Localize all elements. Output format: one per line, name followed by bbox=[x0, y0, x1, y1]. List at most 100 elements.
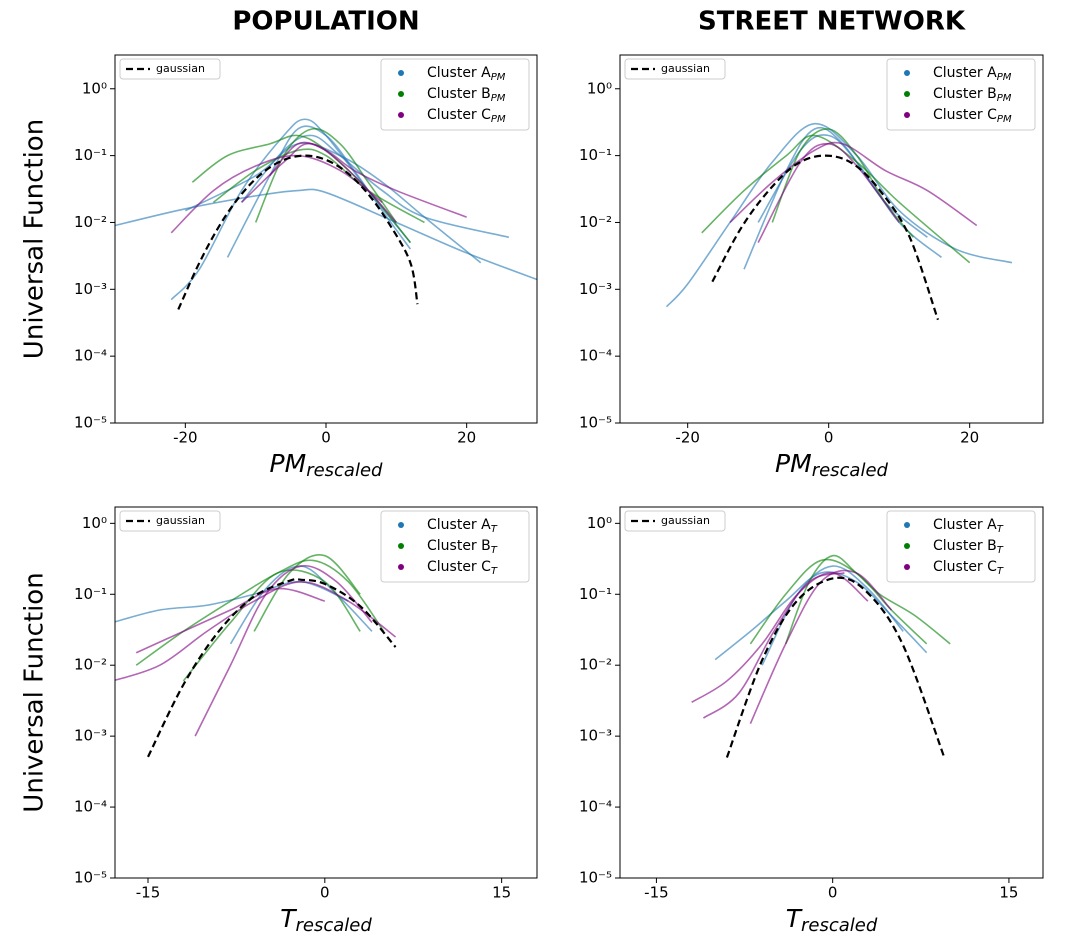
plot-area bbox=[691, 554, 951, 758]
legend-name: Cluster B bbox=[427, 538, 491, 554]
legend-label: Cluster CT bbox=[933, 559, 1004, 577]
curve bbox=[729, 141, 978, 227]
curve bbox=[757, 134, 942, 259]
axes-frame bbox=[619, 54, 1044, 424]
plot-area bbox=[665, 122, 1013, 321]
column-title: POPULATION bbox=[232, 7, 419, 37]
legend-marker bbox=[398, 522, 404, 528]
x-tick-label: 0 bbox=[828, 884, 838, 902]
y-tick-label: 10⁻³ bbox=[579, 280, 612, 298]
legend-name-sub: PM bbox=[491, 72, 506, 83]
x-axis-label-main: T bbox=[786, 904, 803, 933]
x-tick-label: -20 bbox=[675, 429, 700, 447]
legend-label: gaussian bbox=[156, 514, 205, 527]
legend-label: gaussian bbox=[661, 62, 710, 75]
legend-box bbox=[624, 58, 726, 80]
x-axis-label-main: PM bbox=[270, 449, 307, 478]
legend-label: Cluster CT bbox=[427, 559, 498, 577]
legend-marker bbox=[904, 564, 910, 570]
y-tick-label: 10⁻⁵ bbox=[579, 414, 612, 432]
x-tick-label: 15 bbox=[999, 884, 1018, 902]
legend-label: Cluster APM bbox=[427, 65, 506, 83]
axes-frame bbox=[114, 54, 538, 424]
legend-name-sub: T bbox=[491, 545, 498, 556]
x-tick-label: -15 bbox=[644, 884, 669, 902]
legend-name-sub: T bbox=[491, 566, 498, 577]
legend-name-sub: PM bbox=[997, 72, 1012, 83]
curve bbox=[191, 134, 412, 244]
legend-marker bbox=[398, 564, 404, 570]
curve bbox=[194, 564, 373, 737]
legend-marker bbox=[904, 543, 910, 549]
gaussian-curve bbox=[725, 576, 946, 758]
curve bbox=[115, 580, 397, 682]
axes-frame bbox=[114, 506, 538, 879]
legend-name: Cluster C bbox=[933, 107, 997, 123]
axes-frame bbox=[619, 506, 1044, 879]
x-axis-label-main: T bbox=[280, 904, 297, 933]
legend-marker bbox=[904, 522, 910, 528]
legend-name-sub: T bbox=[491, 524, 498, 535]
x-tick-label: 0 bbox=[320, 884, 330, 902]
legend-label: Cluster CPM bbox=[427, 107, 506, 125]
legend-name: Cluster A bbox=[933, 517, 997, 533]
legend-name: Cluster B bbox=[427, 86, 491, 102]
y-tick-label: 10⁻³ bbox=[579, 727, 612, 745]
legend-marker bbox=[398, 91, 404, 97]
curve bbox=[691, 572, 869, 703]
x-tick-label: 20 bbox=[960, 429, 979, 447]
x-tick-label: -15 bbox=[136, 884, 161, 902]
curve bbox=[702, 572, 845, 719]
legend-label: Cluster BT bbox=[933, 538, 1004, 556]
legend-name-sub: PM bbox=[491, 114, 506, 125]
legend-name-sub: PM bbox=[997, 114, 1012, 125]
legend-label: Cluster APM bbox=[933, 65, 1012, 83]
legend-marker bbox=[904, 91, 910, 97]
legend-marker bbox=[904, 112, 910, 118]
plot-area bbox=[115, 554, 397, 758]
y-tick-label: 10⁰ bbox=[82, 514, 107, 532]
curve bbox=[269, 141, 467, 218]
curve bbox=[184, 142, 482, 264]
plot-area bbox=[115, 118, 537, 310]
x-axis-label: PMrescaled bbox=[270, 449, 384, 481]
legend-box bbox=[886, 58, 1036, 131]
y-tick-label: 10⁻⁴ bbox=[579, 798, 612, 816]
curve bbox=[212, 148, 425, 224]
legend-marker bbox=[398, 543, 404, 549]
curve bbox=[757, 142, 900, 243]
legend-name-sub: T bbox=[997, 566, 1004, 577]
x-tick-label: -20 bbox=[173, 429, 198, 447]
legend-box bbox=[380, 58, 530, 131]
curve bbox=[253, 554, 361, 632]
legend-label: Cluster CPM bbox=[933, 107, 1012, 125]
legend-name-sub: T bbox=[997, 545, 1004, 556]
y-tick-label: 10⁻² bbox=[74, 656, 107, 674]
y-tick-label: 10⁻³ bbox=[74, 280, 107, 298]
y-tick-label: 10⁻¹ bbox=[579, 585, 612, 603]
legend-name: Cluster B bbox=[933, 86, 997, 102]
x-axis-label-sub: rescaled bbox=[801, 915, 878, 936]
y-tick-label: 10⁻⁴ bbox=[579, 347, 612, 365]
curve bbox=[115, 188, 537, 281]
y-tick-label: 10⁻⁵ bbox=[74, 869, 107, 887]
curve bbox=[135, 587, 326, 654]
legend-name-sub: PM bbox=[997, 93, 1012, 104]
y-tick-label: 10⁻⁴ bbox=[74, 347, 107, 365]
curve bbox=[170, 154, 383, 234]
legend-label: Cluster BPM bbox=[427, 86, 506, 104]
x-axis-label-sub: rescaled bbox=[306, 460, 383, 481]
curve bbox=[254, 127, 397, 223]
legend-box bbox=[119, 510, 221, 532]
x-axis-label-main: PM bbox=[775, 449, 812, 478]
legend-marker bbox=[904, 70, 910, 76]
x-tick-label: 0 bbox=[321, 429, 331, 447]
legend-label: gaussian bbox=[661, 514, 710, 527]
legend-name-sub: PM bbox=[491, 93, 506, 104]
legend-label: Cluster BT bbox=[427, 538, 498, 556]
x-tick-label: 20 bbox=[457, 429, 476, 447]
legend-box bbox=[119, 58, 221, 80]
y-tick-label: 10⁻¹ bbox=[74, 585, 107, 603]
column-title: STREET NETWORK bbox=[698, 7, 966, 37]
gaussian-curve bbox=[147, 577, 397, 758]
